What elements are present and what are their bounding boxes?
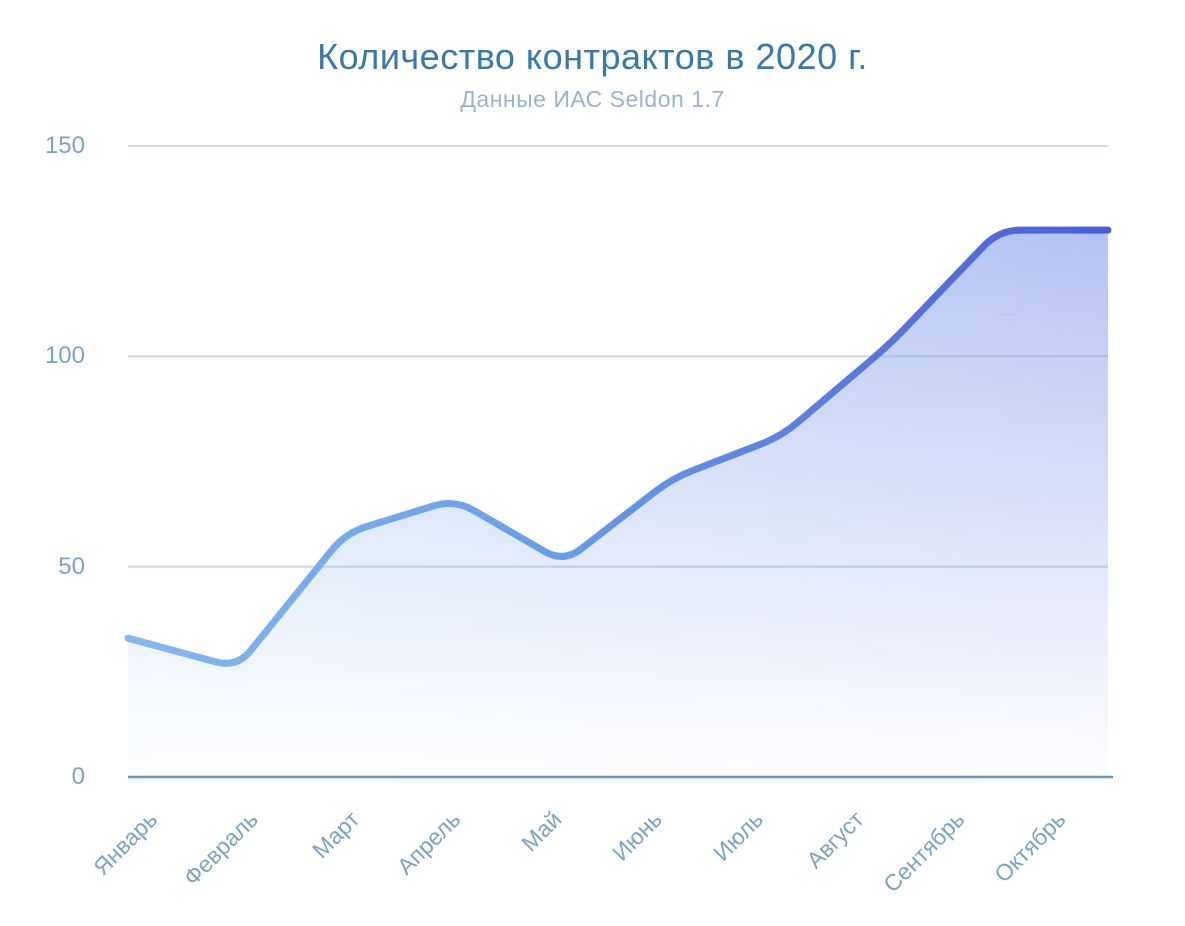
y-axis-label-0: 0 — [71, 763, 85, 790]
y-axis-label-100: 100 — [44, 342, 85, 370]
y-axis-label-150: 150 — [44, 132, 85, 159]
chart-subtitle: Данные ИАС Seldon 1.7 — [460, 86, 725, 112]
trend-line — [124, 226, 1112, 667]
y-axis-label-50: 50 — [58, 552, 85, 580]
area-fill — [128, 230, 1108, 778]
chart-title: Количество контрактов в 2020 г. — [317, 36, 868, 77]
